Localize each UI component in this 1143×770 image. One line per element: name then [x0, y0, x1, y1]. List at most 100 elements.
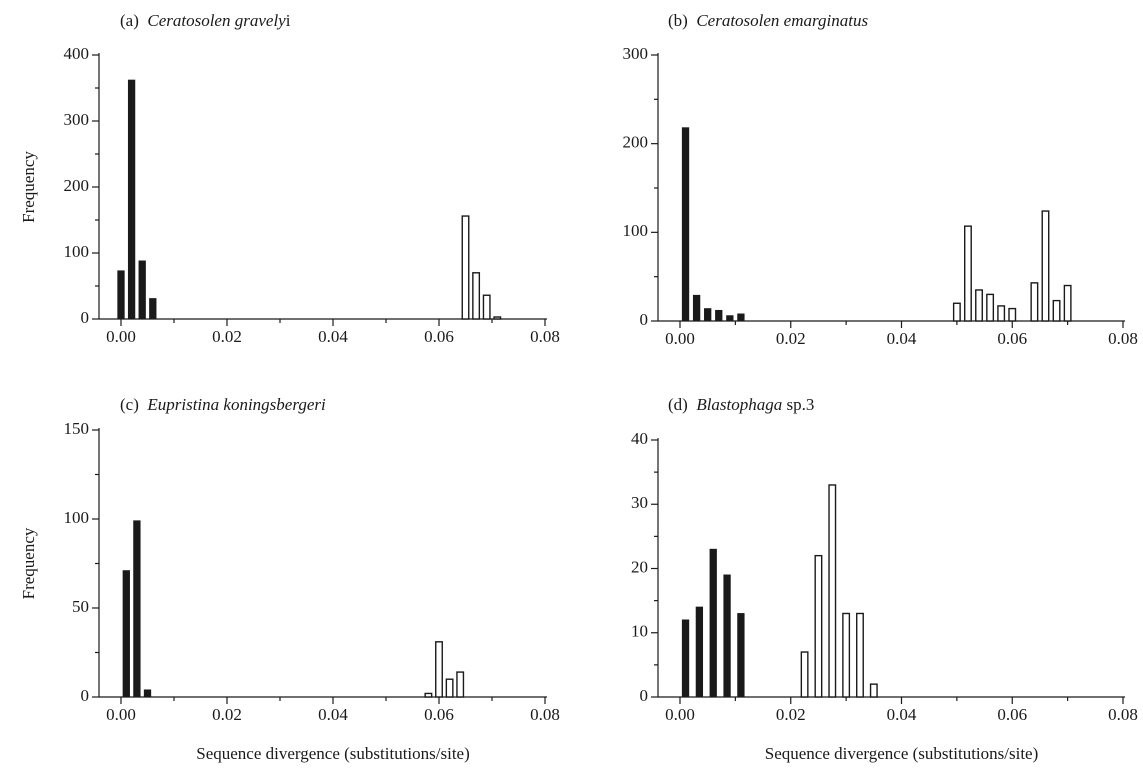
y-tick-label: 20 [631, 557, 648, 576]
bar-open [997, 305, 1006, 322]
y-tick-label: 0 [81, 308, 90, 327]
x-tick-label: 0.08 [1108, 329, 1138, 348]
x-tick-label: 0.04 [318, 327, 348, 346]
bar-open [1063, 284, 1072, 322]
bar-filled [681, 619, 690, 698]
bar-filled [681, 127, 690, 322]
chart-panel-a: (a) Ceratosolen gravelyi 0 100 200 300 400 0.0… [19, 11, 560, 346]
bar-open [869, 683, 878, 698]
panel-label: (b) [668, 11, 696, 30]
x-tick-label: 0.02 [212, 327, 242, 346]
panel-label: (d) [668, 395, 696, 414]
y-tick-label: 200 [64, 176, 90, 195]
x-tick-label: 0.02 [776, 329, 806, 348]
x-tick-label: 0.08 [530, 705, 560, 724]
panel-title: (a) Ceratosolen gravelyi [120, 11, 291, 30]
bar-filled [695, 606, 704, 698]
bar-filled [715, 309, 723, 322]
y-tick-label: 10 [631, 622, 648, 641]
bar-open [493, 316, 502, 320]
bar-open [814, 554, 823, 698]
y-tick-label: 200 [623, 133, 649, 152]
bar-open [800, 651, 809, 698]
bar-filled [709, 548, 717, 698]
x-axis-label: Sequence divergence (substitutions/site) [765, 744, 1039, 763]
y-axis-label: Frequency [19, 527, 38, 599]
bar-open [828, 484, 837, 698]
chart-panel-d: (d) Blastophaga sp.3 0 10 20 30 40 0.00 0.02 0.0… [631, 395, 1138, 763]
y-tick-label: 0 [81, 686, 90, 705]
species-name: Ceratosolen gravely [147, 11, 286, 30]
y-tick-label: 300 [64, 110, 90, 129]
panel-title: (d) Blastophaga sp.3 [668, 395, 814, 414]
species-name: Eupristina koningsbergeri [146, 395, 326, 414]
panel-title: (b) Ceratosolen emarginatus [668, 11, 868, 30]
x-tick-label: 0.00 [665, 329, 695, 348]
bar-filled [133, 520, 141, 698]
bar-filled [143, 689, 152, 698]
bar-filled [138, 260, 146, 320]
panel-label: (a) [120, 11, 147, 30]
y-tick-label: 100 [64, 242, 90, 261]
chart-panel-b: (b) Ceratosolen emarginatus 0 100 200 300 0.0… [623, 11, 1138, 348]
y-tick-label: 300 [623, 44, 649, 63]
x-tick-label: 0.04 [318, 705, 348, 724]
y-tick-label: 150 [64, 419, 90, 438]
bar-filled [122, 570, 130, 698]
x-tick-label: 0.06 [424, 705, 454, 724]
y-tick-label: 100 [623, 221, 649, 240]
x-tick-label: 0.00 [106, 327, 136, 346]
bar-open [975, 289, 983, 322]
y-axis-label: Frequency [19, 151, 38, 223]
chart-panel-c: (c) Eupristina koningsbergeri 0 50 100 150 0.… [19, 395, 560, 763]
x-tick-label: 0.06 [424, 327, 454, 346]
y-tick-label: 30 [631, 493, 648, 512]
y-tick-label: 400 [64, 44, 90, 63]
bar-filled [737, 313, 745, 322]
bar-filled [149, 298, 157, 320]
species-name: Blastophaga [696, 395, 782, 414]
bar-filled [737, 613, 745, 698]
x-tick-label: 0.04 [887, 705, 917, 724]
bar-open [986, 293, 995, 322]
x-tick-label: 0.08 [1108, 705, 1138, 724]
x-tick-label: 0.00 [665, 705, 695, 724]
bar-open [445, 678, 454, 698]
x-tick-label: 0.08 [530, 327, 560, 346]
x-tick-label: 0.06 [997, 329, 1027, 348]
species-suffix: sp.3 [782, 395, 814, 414]
species-suffix: i [286, 11, 291, 30]
x-tick-label: 0.02 [776, 705, 806, 724]
bar-open [472, 272, 481, 320]
x-tick-label: 0.02 [212, 705, 242, 724]
y-tick-label: 40 [631, 429, 648, 448]
panel-title: (c) Eupristina koningsbergeri [120, 395, 326, 414]
y-tick-label: 100 [64, 508, 90, 527]
bar-filled [692, 294, 701, 322]
y-tick-label: 0 [640, 310, 649, 329]
bar-filled [723, 574, 731, 698]
x-tick-label: 0.04 [887, 329, 917, 348]
bar-filled [127, 79, 136, 320]
bar-open [1030, 282, 1039, 322]
y-tick-label: 50 [72, 597, 89, 616]
bar-open [435, 641, 443, 698]
species-name: Ceratosolen emarginatus [696, 11, 868, 30]
bar-open [1008, 307, 1017, 322]
bar-open [856, 612, 864, 698]
bar-open [842, 612, 851, 698]
x-tick-label: 0.00 [106, 705, 136, 724]
bar-filled [704, 308, 712, 322]
bar-filled [726, 315, 734, 322]
x-tick-label: 0.06 [997, 705, 1027, 724]
x-axis-label: Sequence divergence (substitutions/site) [196, 744, 470, 763]
bar-filled [117, 270, 125, 320]
bar-open [1041, 210, 1050, 322]
bar-open [424, 692, 433, 698]
bar-open [456, 671, 465, 698]
bar-open [952, 302, 961, 322]
bar-open [964, 225, 972, 322]
bar-open [1052, 299, 1061, 322]
bar-open [482, 294, 491, 320]
